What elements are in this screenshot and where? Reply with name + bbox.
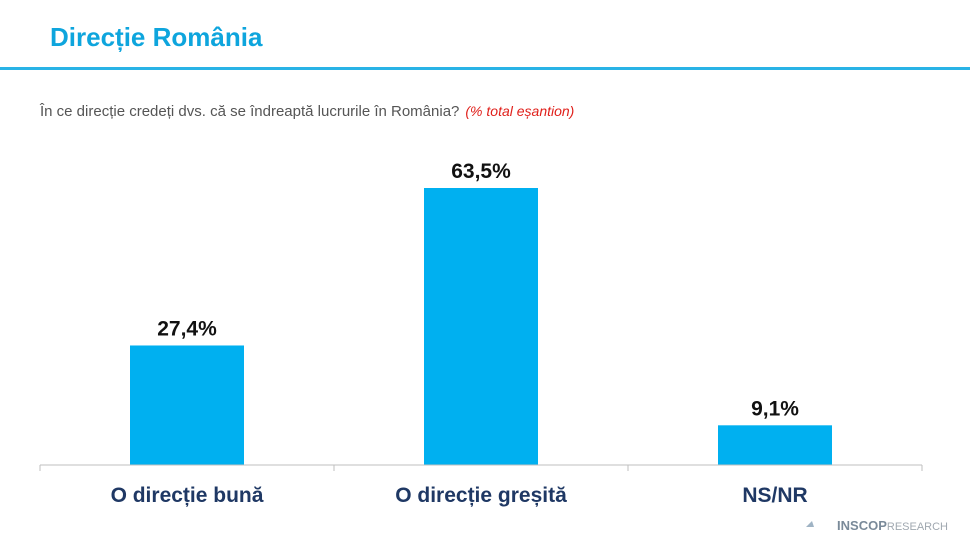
bar — [718, 425, 832, 465]
title-rule — [0, 67, 970, 70]
brand-logo: INSCOPRESEARCH — [837, 518, 948, 533]
bar — [130, 345, 244, 465]
x-tick-label: NS/NR — [742, 484, 807, 507]
subtitle: În ce direcție credeți dvs. că se îndrea… — [39, 103, 574, 120]
chart-title: Direcție România — [50, 22, 263, 52]
value-label: 27,4% — [157, 317, 217, 340]
plot-area: 27,4% O direcție bună 63,5% O direcție greș… — [39, 160, 923, 507]
brand-name: INSCOP — [837, 518, 887, 533]
value-label: 9,1% — [751, 397, 799, 420]
subtitle-note: (% total eșantion) — [465, 103, 574, 119]
x-tick-label: O direcție greșită — [395, 484, 567, 507]
brand-suffix: RESEARCH — [887, 521, 948, 533]
brand-icon — [806, 521, 814, 527]
x-tick-label: O direcție bună — [111, 484, 264, 507]
bar — [424, 188, 538, 465]
value-label: 63,5% — [451, 160, 511, 183]
subtitle-question: În ce direcție credeți dvs. că se îndrea… — [39, 103, 459, 120]
